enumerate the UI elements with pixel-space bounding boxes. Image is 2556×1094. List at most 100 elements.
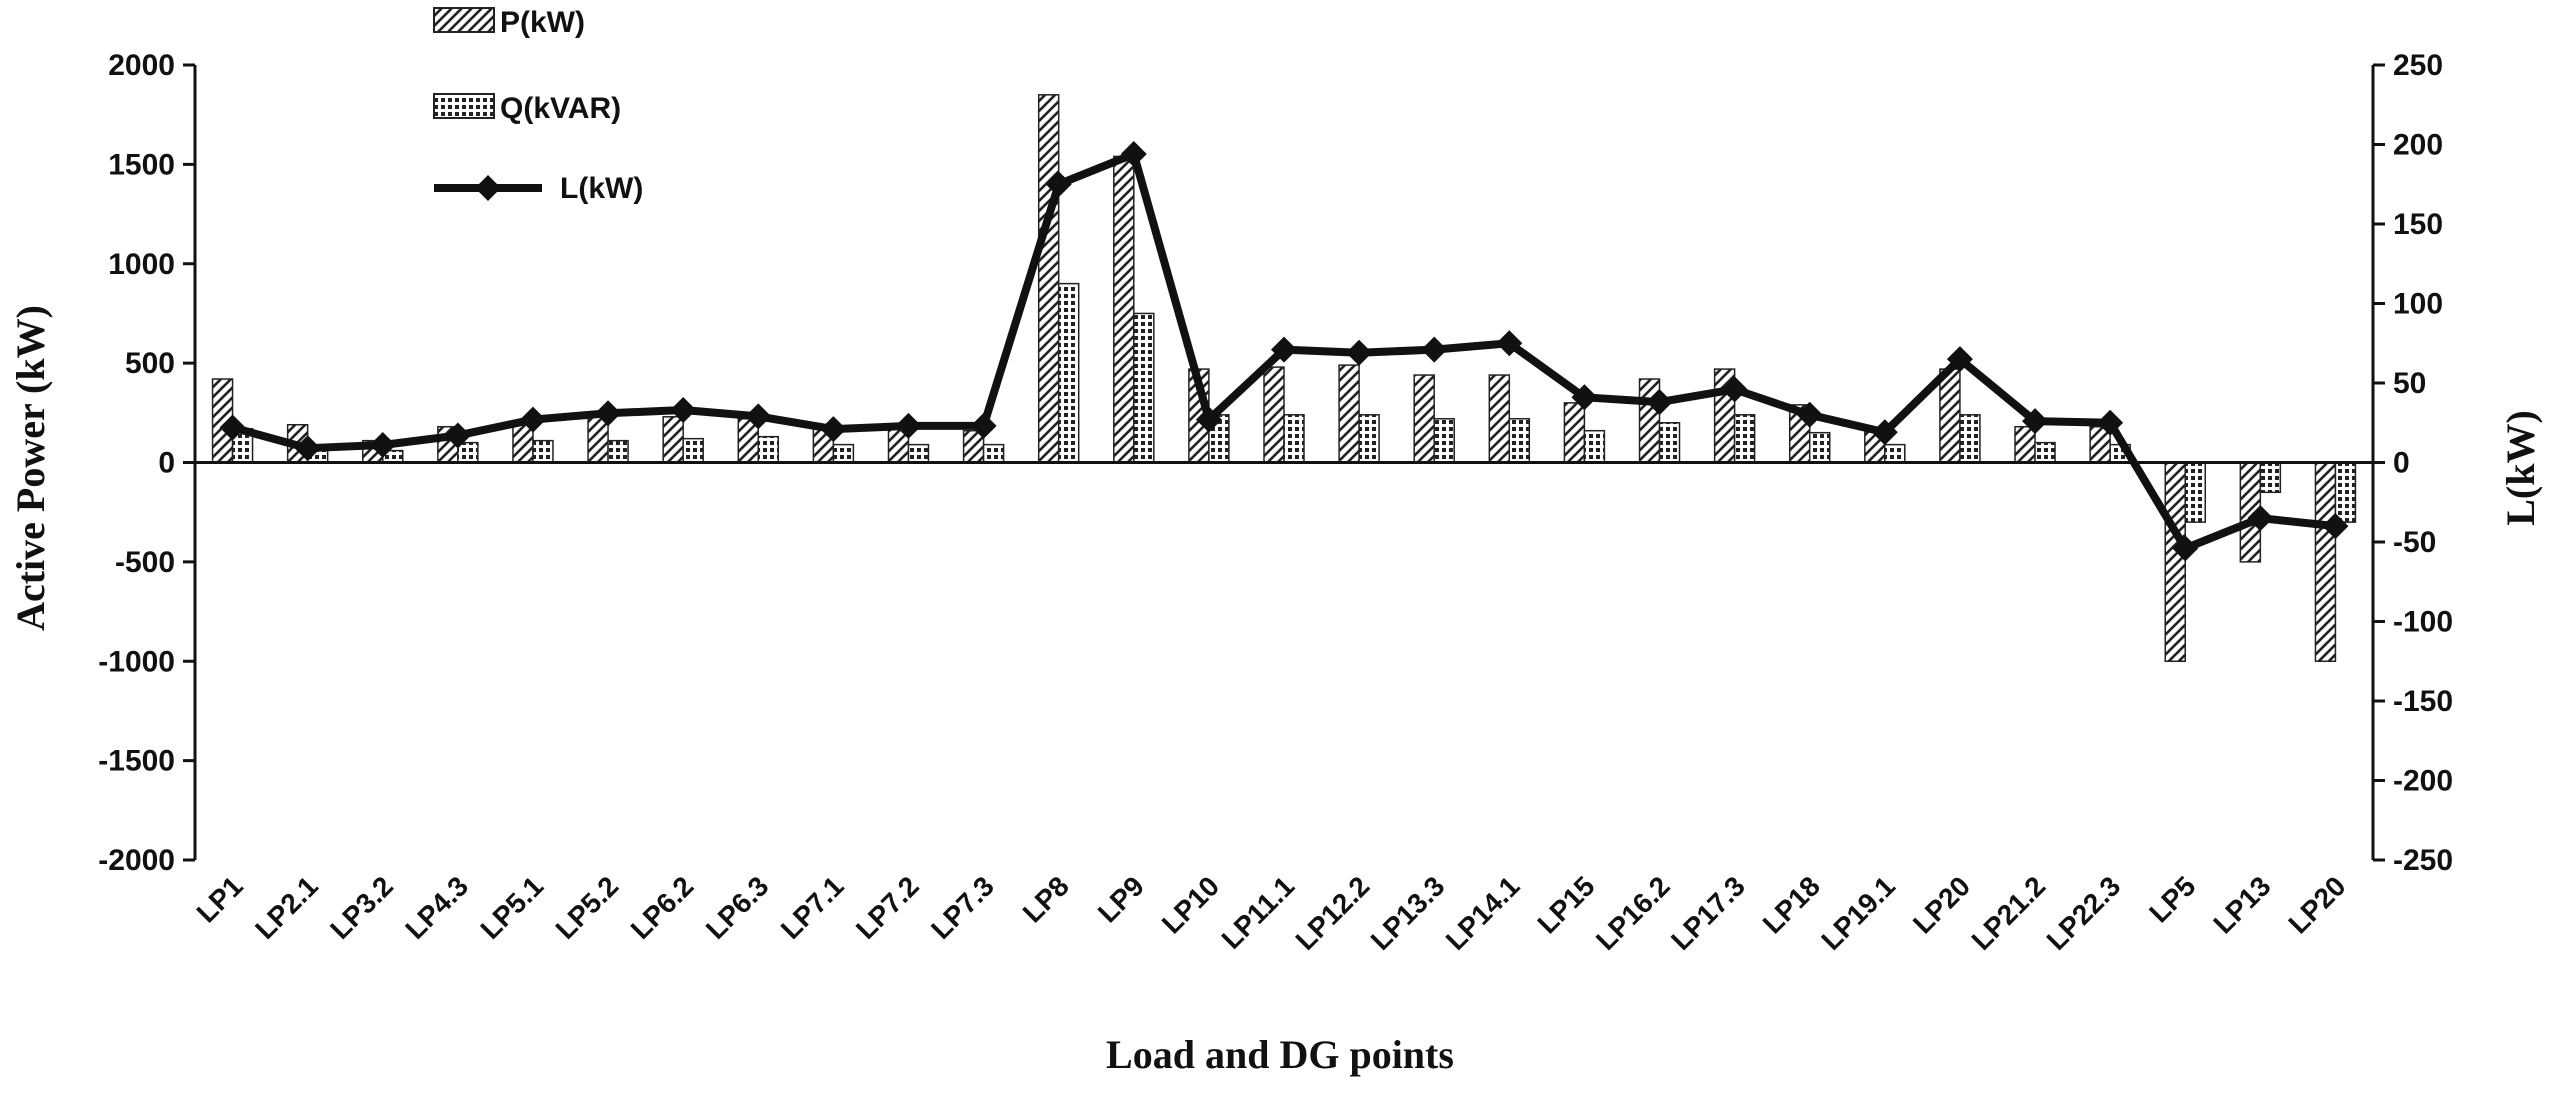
x-tick-label: LP6.2: [625, 870, 700, 945]
x-tick-label: LP8: [1017, 870, 1075, 928]
marker-l-14: [1271, 336, 1297, 363]
y2-tick-label: 250: [2393, 49, 2443, 82]
x-tick-label: LP19.1: [1815, 870, 1901, 956]
x-tick-label: LP2.1: [249, 870, 324, 945]
bar-p-6: [662, 416, 684, 464]
marker-l-19: [1646, 389, 1673, 416]
marker-l-20: [1721, 376, 1748, 403]
x-tick-label: LP13.3: [1365, 870, 1451, 956]
y2-tick-label: 200: [2393, 129, 2443, 162]
x-tick-label: LP14.1: [1440, 870, 1526, 956]
y2-tick-label: -50: [2393, 526, 2436, 559]
bar-p-23: [1939, 368, 1961, 464]
bar-p-14: [1263, 366, 1285, 464]
x-tick-label: LP5.1: [474, 870, 549, 945]
bar-p-24: [2014, 425, 2036, 464]
y2-tick-label: -200: [2393, 765, 2453, 798]
legend-label-q: Q(kVAR): [500, 92, 621, 125]
x-tick-label: LP21.2: [1966, 870, 2052, 956]
bar-q-7: [757, 435, 780, 464]
legend-marker-l: [475, 175, 501, 201]
bar-q-26: [2184, 461, 2206, 523]
bar-p-12: [1113, 155, 1135, 464]
marker-l-23: [1946, 346, 1973, 373]
marker-l-15: [1346, 339, 1373, 366]
bar-q-19: [1658, 422, 1681, 464]
marker-l-18: [1571, 384, 1598, 411]
bar-q-3: [457, 441, 479, 464]
marker-l-5: [595, 400, 622, 427]
x-tick-label: LP13: [2207, 870, 2276, 939]
x-tick-label: LP7.3: [925, 870, 1000, 945]
marker-l-8: [820, 416, 847, 443]
x-tick-label: LP5: [2143, 870, 2201, 928]
bar-q-12: [1133, 312, 1155, 464]
y2-tick-label: -150: [2393, 685, 2453, 718]
legend-swatch-p: [433, 7, 495, 33]
x-tick-label: LP12.2: [1290, 870, 1376, 956]
bar-q-22: [1884, 443, 1906, 464]
marker-l-12: [1120, 141, 1147, 168]
marker-l-26: [2172, 535, 2199, 562]
x-tick-label: LP6.3: [700, 870, 775, 945]
y-tick-label: 1000: [108, 248, 175, 281]
y2-tick-label: 100: [2393, 288, 2443, 321]
bar-q-4: [532, 439, 554, 464]
legend: P(kW) Q(kVAR) L(kW): [433, 6, 643, 205]
y-tick-label: -1000: [98, 645, 175, 678]
x-tick-label: LP3.2: [324, 870, 399, 945]
y-tick-label: -2000: [98, 844, 175, 877]
x-tick-label: LP20: [2282, 870, 2351, 939]
x-tick-label: LP20: [1907, 870, 1976, 939]
y-tick-label: 500: [125, 347, 175, 380]
x-tick-label: LP7.1: [775, 870, 850, 945]
bar-q-17: [1508, 418, 1531, 464]
marker-l-6: [670, 397, 697, 424]
marker-l-0: [219, 414, 246, 441]
y-tick-label: 0: [158, 447, 175, 480]
bar-q-16: [1433, 418, 1455, 464]
bar-q-28: [2334, 461, 2357, 523]
marker-l-17: [1496, 330, 1523, 357]
bar-p-26: [2164, 461, 2186, 662]
bar-p-28: [2314, 461, 2337, 662]
y2-tick-label: -250: [2393, 844, 2453, 877]
marker-l-24: [2022, 408, 2049, 435]
bar-q-11: [1057, 282, 1080, 464]
x-tick-label: LP17.3: [1665, 870, 1751, 956]
marker-l-28: [2322, 513, 2349, 540]
marker-l-13: [1195, 406, 1222, 433]
bar-p-19: [1638, 378, 1661, 464]
x-tick-label: LP15: [1531, 870, 1600, 939]
bar-p-11: [1037, 94, 1060, 464]
y-tick-label: -500: [115, 546, 175, 579]
y2-tick-label: 0: [2393, 447, 2410, 480]
marker-l-4: [519, 406, 546, 433]
y2-tick-label: 50: [2393, 367, 2426, 400]
legend-label-l: L(kW): [560, 172, 643, 205]
bar-p-16: [1413, 374, 1435, 464]
x-tick-label: LP7.2: [850, 870, 925, 945]
bar-q-5: [607, 439, 629, 464]
x-tick-label: LP11.1: [1216, 870, 1301, 955]
bar-p-18: [1563, 402, 1586, 464]
bar-q-14: [1283, 414, 1305, 464]
x-tick-label: LP1: [191, 870, 249, 928]
marker-l-2: [369, 432, 396, 459]
y2-axis-title: L(kW): [2498, 410, 2543, 526]
x-tick-label: LP18: [1757, 870, 1826, 939]
y-tick-label: -1500: [98, 745, 175, 778]
bar-q-9: [907, 443, 930, 464]
bar-q-20: [1733, 414, 1756, 464]
x-tick-label: LP4.3: [399, 870, 474, 945]
y-tick-label: 2000: [108, 49, 175, 82]
x-tick-label: LP9: [1092, 870, 1150, 928]
y2-tick-label: 150: [2393, 208, 2443, 241]
x-tick-label: LP5.2: [550, 870, 625, 945]
x-axis-title: Load and DG points: [1106, 1032, 1454, 1077]
x-tick-label: LP22.3: [2041, 870, 2127, 956]
bar-q-21: [1808, 431, 1831, 464]
y-axis-title: Active Power (kW): [8, 305, 53, 631]
bar-q-27: [2259, 461, 2282, 494]
bar-p-15: [1338, 364, 1360, 464]
